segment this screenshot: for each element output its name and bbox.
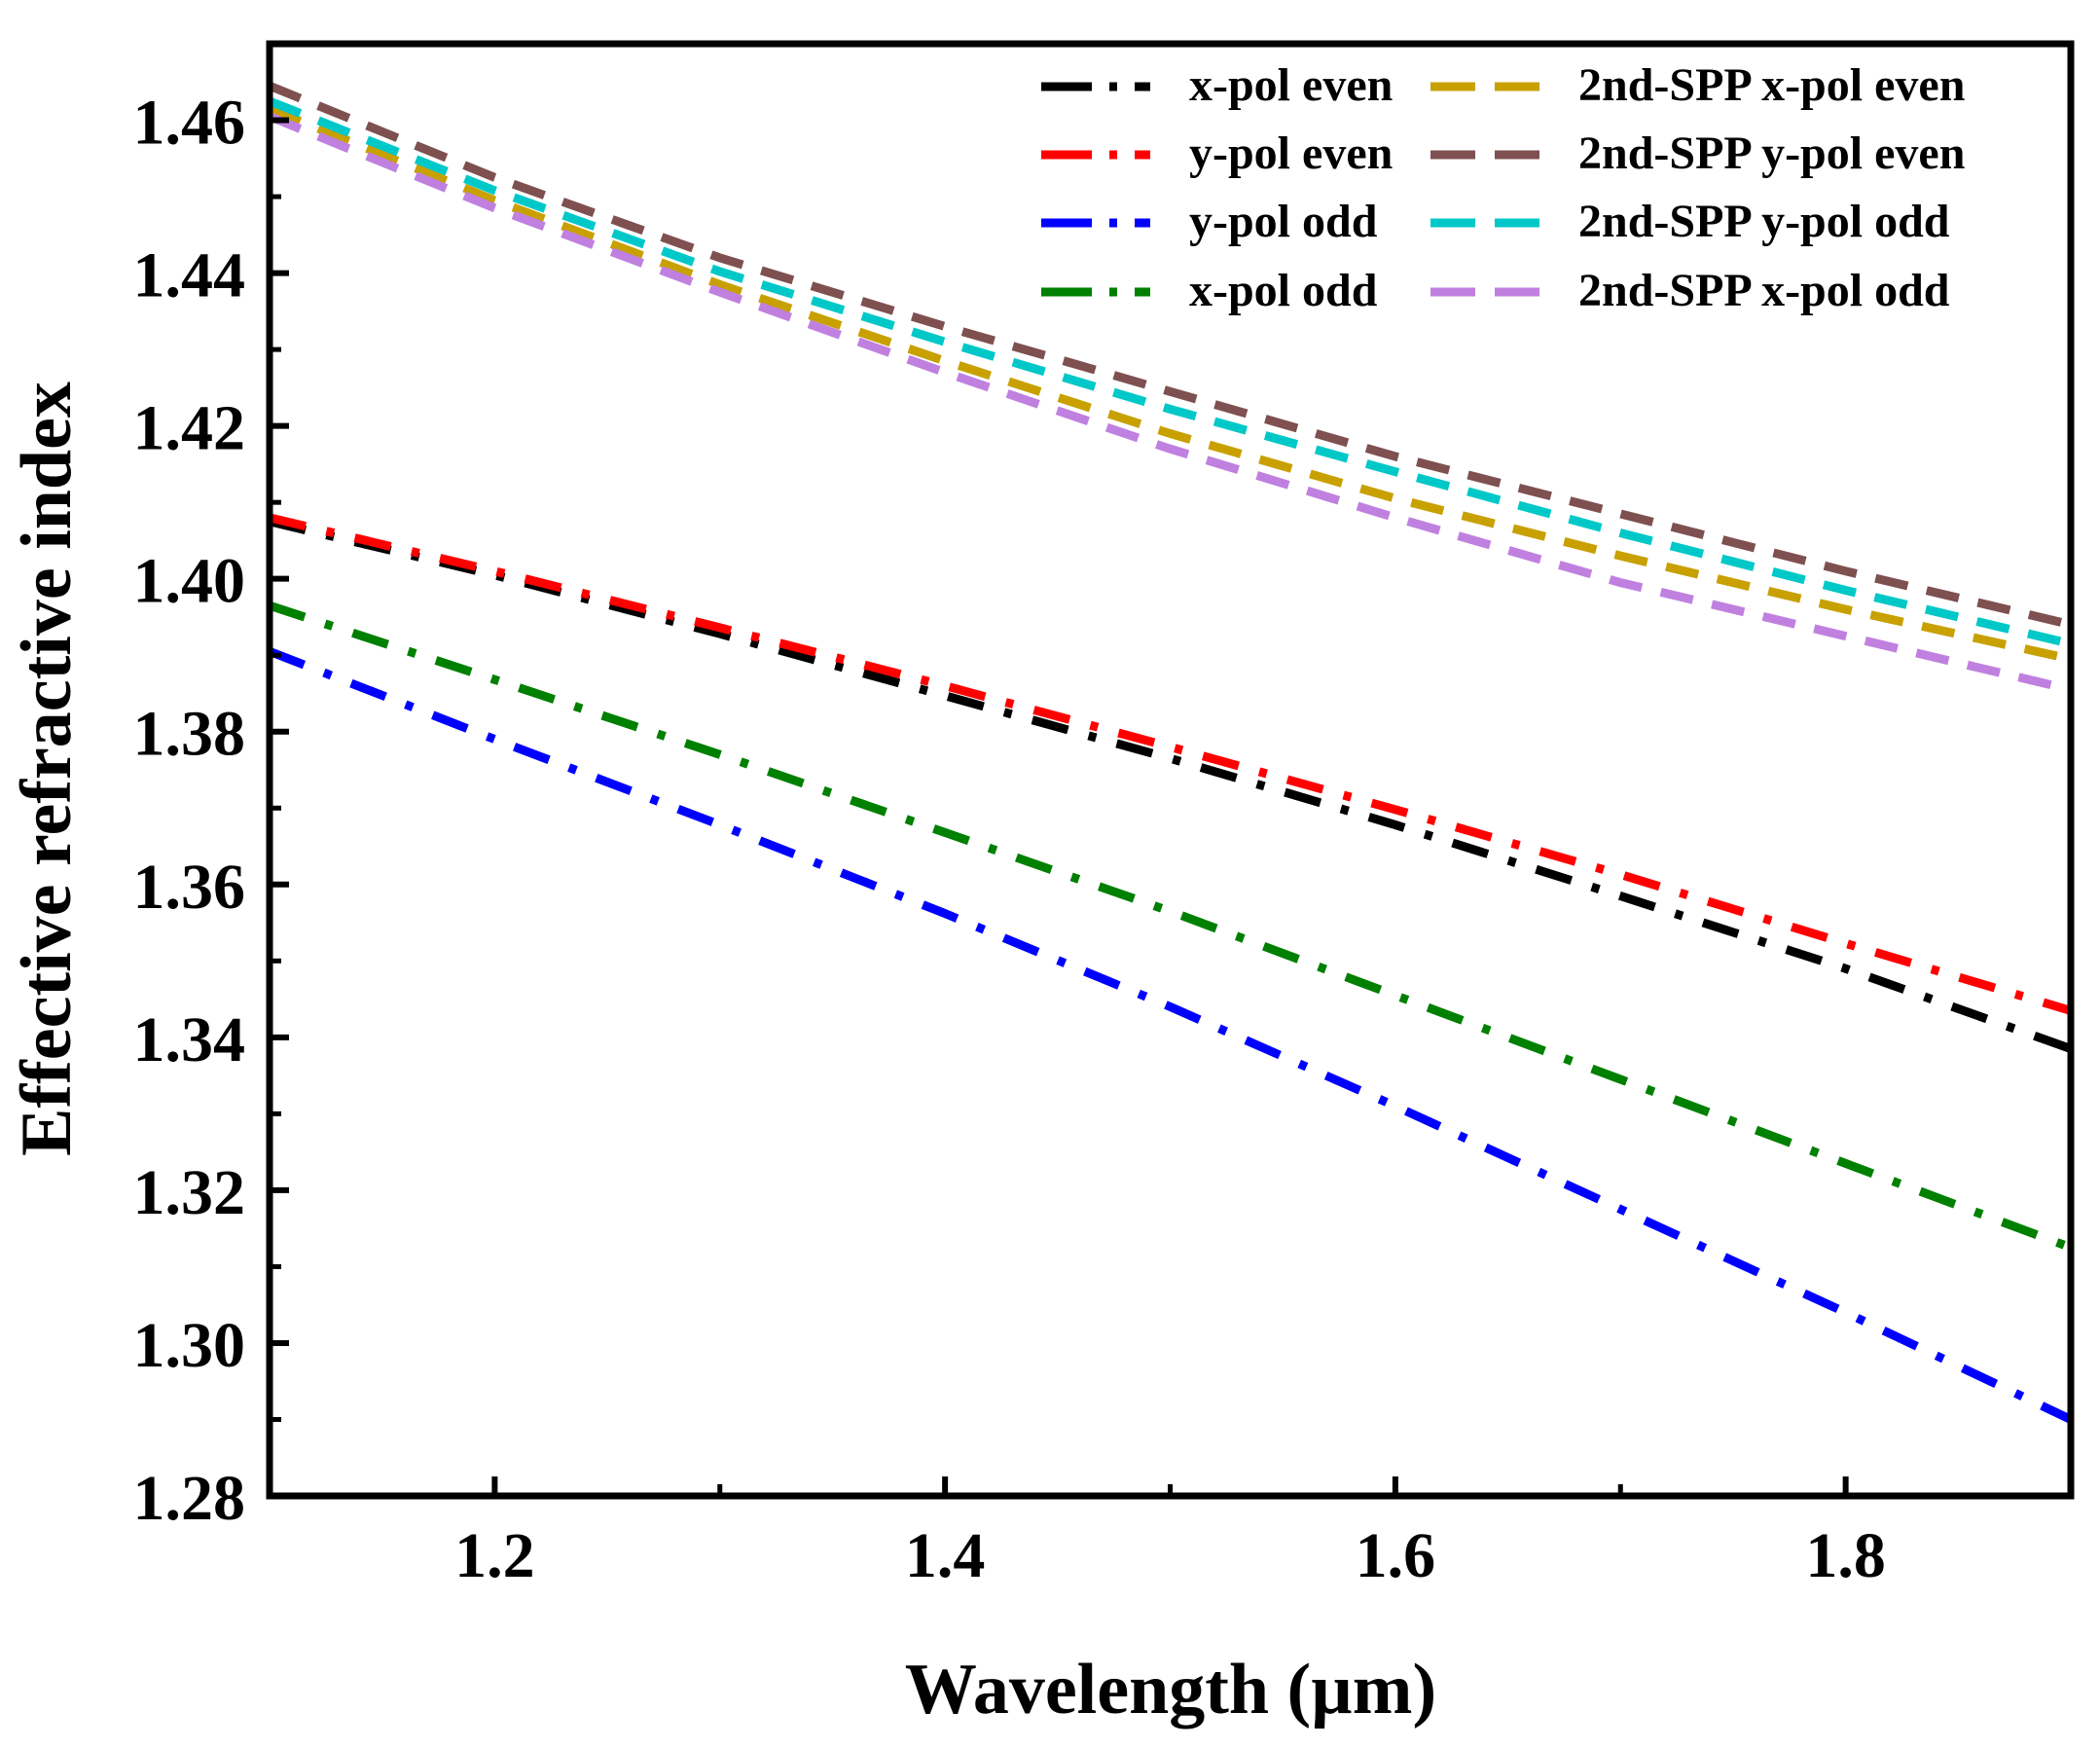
- x-axis-title: Wavelength (µm): [905, 1650, 1436, 1730]
- y-tick-label-2: 1.30: [133, 1310, 246, 1381]
- y-tick-label-7: 1.40: [133, 546, 246, 617]
- series-line-1: [268, 517, 2073, 1053]
- x-tick-label-4: 1.8: [1805, 1520, 1886, 1591]
- y-tick-label-3: 1.32: [133, 1157, 246, 1228]
- legend-label-5: 2nd-SPP x-pol even: [1578, 59, 1965, 111]
- legend-label-1: x-pol even: [1189, 59, 1393, 111]
- y-tick-label-10: 1.46: [133, 88, 246, 159]
- x-tick-label-1: 1.2: [454, 1520, 535, 1591]
- series-line-5: [268, 104, 2072, 664]
- legend-label-2: y-pol even: [1189, 127, 1393, 179]
- legend: x-pol even y-pol even y-pol odd x-pol odd 2n…: [1041, 59, 1965, 316]
- y-tick-label-1: 1.28: [133, 1463, 246, 1534]
- legend-label-6: 2nd-SPP y-pol even: [1578, 127, 1965, 179]
- x-tick-label-2: 1.4: [905, 1520, 986, 1591]
- series-line-4: [268, 601, 2073, 1253]
- axes-layer: 1.2 1.4 1.6 1.8 1.28 1.30 1.32 1.34 1.36 1.38 1.40…: [133, 40, 2075, 1591]
- plot-frame: [266, 40, 2075, 1500]
- legend-label-8: 2nd-SPP x-pol odd: [1578, 265, 1950, 316]
- series-line-7: [268, 96, 2073, 648]
- legend-label-3: y-pol odd: [1189, 196, 1378, 247]
- series-line-6: [268, 82, 2073, 630]
- y-axis-title: Effective refractive index: [7, 382, 87, 1156]
- y-tick-label-8: 1.42: [133, 393, 246, 464]
- series-line-3: [268, 647, 2073, 1424]
- y-tick-label-9: 1.44: [133, 240, 246, 311]
- legend-label-7: 2nd-SPP y-pol odd: [1578, 196, 1950, 247]
- series-layer: [268, 82, 2073, 1424]
- y-tick-label-6: 1.38: [133, 699, 246, 770]
- legend-label-4: x-pol odd: [1189, 265, 1378, 316]
- x-tick-label-3: 1.6: [1356, 1520, 1436, 1591]
- series-line-2: [268, 513, 2073, 1015]
- y-tick-label-4: 1.34: [133, 1004, 246, 1075]
- series-line-8: [268, 112, 2073, 694]
- y-tick-label-5: 1.36: [133, 852, 246, 923]
